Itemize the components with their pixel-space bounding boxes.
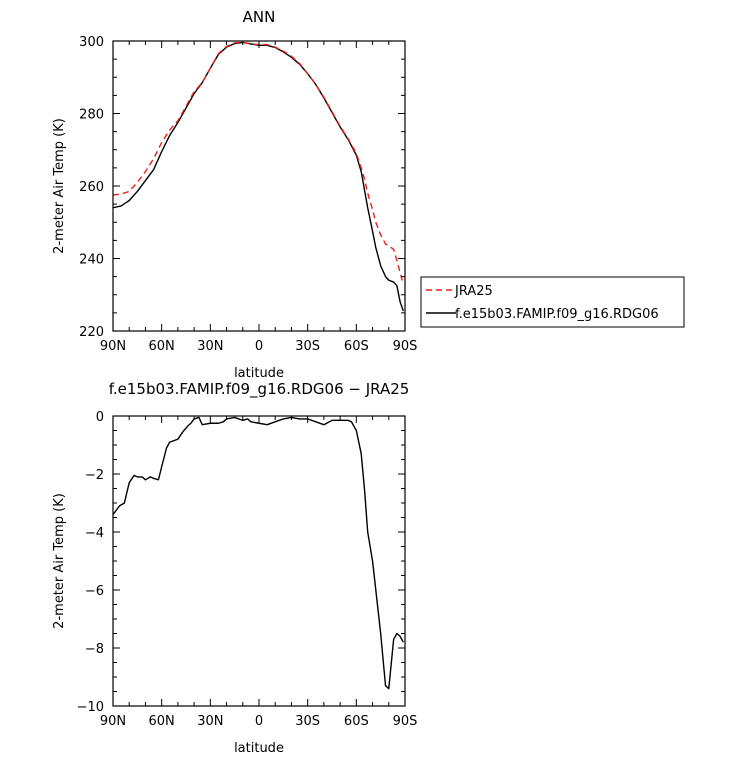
legend: JRA25 f.e15b03.FAMIP.f09_g16.RDG06 (420, 276, 685, 328)
bottom-y-tick-label: −4 (85, 526, 104, 541)
top-x-tick-label: 0 (255, 339, 263, 354)
bottom-series-line-0 (112, 416, 404, 690)
top-y-tick-label: 260 (79, 180, 104, 195)
bottom-x-tick-label: 60S (344, 714, 369, 729)
top-y-tick-label: 300 (79, 35, 104, 50)
bottom-y-tick-label: −2 (85, 468, 104, 483)
top-series-line-0 (112, 41, 405, 285)
bottom-panel-ticks: 90N 60N 30N 0 30S 60S 90S −10 −8 −6 −4 −2 0 (77, 410, 418, 729)
bottom-panel-title: f.e15b03.FAMIP.f09_g16.RDG06 − JRA25 (109, 380, 410, 399)
top-y-tick-label: 240 (79, 253, 104, 268)
bottom-panel: f.e15b03.FAMIP.f09_g16.RDG06 − JRA25 90N… (52, 380, 417, 756)
top-x-tick-label: 90S (393, 339, 418, 354)
top-x-tick-label: 60N (149, 339, 175, 354)
legend-label-jra25: JRA25 (454, 284, 493, 299)
legend-label-model: f.e15b03.FAMIP.f09_g16.RDG06 (455, 307, 659, 322)
bottom-x-tick-label: 60N (149, 714, 175, 729)
top-x-tick-label: 30S (295, 339, 320, 354)
top-panel-x-axis-label: latitude (234, 366, 284, 381)
top-panel-title: ANN (243, 8, 276, 26)
bottom-panel-series-group (112, 416, 404, 690)
top-panel-frame (112, 40, 406, 332)
bottom-x-tick-label: 30N (197, 714, 223, 729)
top-panel: ANN 90N 60N 30N 0 30S 60S 90S 220 240 260 280 300 2… (52, 8, 417, 381)
top-series-line-1 (112, 41, 405, 312)
top-y-tick-label: 280 (79, 108, 104, 123)
bottom-panel-x-axis-label: latitude (234, 741, 284, 756)
top-panel-ticks: 90N 60N 30N 0 30S 60S 90S 220 240 260 280 300 (79, 35, 417, 354)
bottom-y-tick-label: −6 (85, 584, 104, 599)
bottom-x-tick-label: 90N (100, 714, 126, 729)
bottom-x-tick-label: 30S (295, 714, 320, 729)
bottom-panel-y-axis-label: 2-meter Air Temp (K) (52, 493, 67, 629)
bottom-y-tick-label: −10 (77, 700, 104, 715)
bottom-x-tick-label: 0 (255, 714, 263, 729)
top-panel-y-axis-label: 2-meter Air Temp (K) (52, 118, 67, 254)
bottom-x-tick-label: 90S (393, 714, 418, 729)
bottom-y-tick-label: −8 (85, 642, 104, 657)
top-x-tick-label: 90N (100, 339, 126, 354)
top-panel-series-group (112, 41, 405, 312)
top-x-tick-label: 60S (344, 339, 369, 354)
top-y-tick-label: 220 (79, 325, 104, 340)
legend-box (420, 276, 685, 328)
top-x-tick-label: 30N (197, 339, 223, 354)
bottom-y-tick-label: 0 (96, 410, 104, 425)
